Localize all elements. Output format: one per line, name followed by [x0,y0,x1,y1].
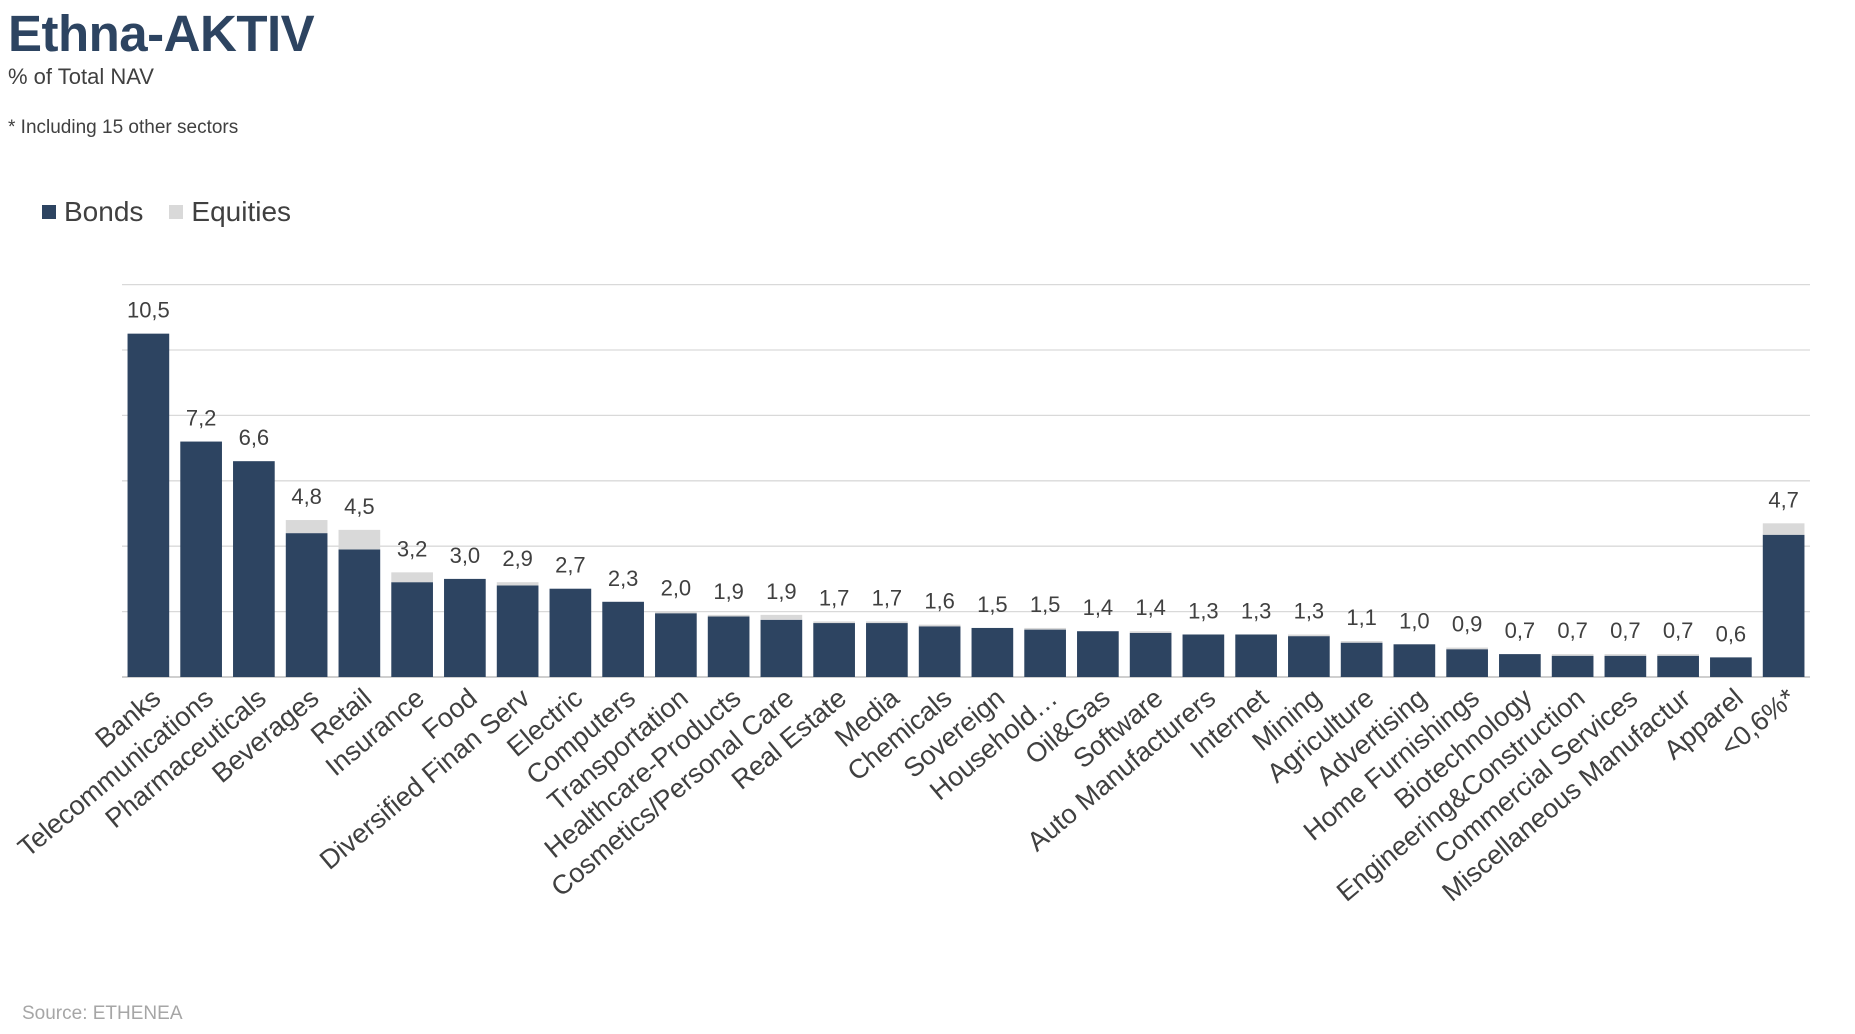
bar-bonds-22 [1288,636,1330,677]
bar-bonds-31 [1762,534,1805,677]
bar-bonds-9 [602,601,644,677]
legend-swatch-equities [169,205,184,219]
data-label-22: 1,3 [1294,598,1325,623]
bar-equities-15 [918,624,961,627]
bar-bonds-16 [971,627,1014,677]
bar-bonds-6 [444,578,486,677]
bar-equities-4 [338,529,381,550]
bar-equities-19 [1129,631,1172,633]
bar-equities-29 [1657,654,1699,656]
data-label-18: 1,4 [1083,595,1114,620]
data-label-25: 0,9 [1452,612,1483,637]
data-label-20: 1,3 [1188,598,1219,623]
bar-equities-13 [813,621,855,624]
bar-bonds-4 [338,549,381,677]
data-label-16: 1,5 [977,592,1008,617]
data-label-21: 1,3 [1241,598,1272,623]
source-note: Source: ETHENEA [22,1003,183,1024]
data-label-1: 7,2 [186,406,217,431]
bar-bonds-27 [1551,655,1594,677]
bar-bonds-20 [1182,634,1225,677]
data-label-12: 1,9 [766,579,797,604]
bar-bonds-25 [1446,649,1488,677]
bar-equities-14 [866,621,908,624]
bar-bonds-13 [813,623,855,677]
legend-swatch-bonds [42,205,56,219]
bar-equities-27 [1551,654,1594,656]
data-label-26: 0,7 [1505,618,1536,643]
data-label-17: 1,5 [1030,592,1061,617]
bar-equities-31 [1762,523,1805,535]
data-label-23: 1,1 [1346,605,1377,630]
chart-footnote: * Including 15 other sectors [8,117,239,138]
legend-label-bonds: Bonds [64,196,144,227]
data-label-15: 1,6 [924,589,955,614]
bar-bonds-23 [1340,642,1383,677]
bar-bonds-19 [1129,632,1172,677]
data-label-31: 4,7 [1768,487,1799,512]
bar-bonds-2 [233,461,275,677]
bar-bonds-0 [127,333,170,677]
data-label-10: 2,0 [661,576,692,601]
chart-legend: Bonds Equities [42,196,317,228]
bar-bonds-14 [866,623,908,677]
chart-title: Ethna-AKTIV [8,5,315,62]
legend-item-equities: Equities [169,196,291,228]
data-label-3: 4,8 [291,484,322,509]
bar-equities-22 [1288,634,1330,637]
bar-equities-17 [1024,627,1066,630]
bar-bonds-12 [760,619,803,677]
bar-bonds-18 [1077,631,1119,677]
bar-bonds-21 [1235,634,1277,677]
bar-equities-7 [496,582,539,586]
bar-equities-10 [655,611,697,614]
bar-equities-5 [391,572,433,583]
data-label-29: 0,7 [1663,618,1694,643]
data-label-11: 1,9 [713,579,744,604]
bar-bonds-29 [1657,655,1699,677]
chart-subtitle: % of Total NAV [8,64,154,89]
bar-bonds-3 [285,533,328,677]
data-label-4: 4,5 [344,494,375,519]
data-label-30: 0,6 [1716,621,1747,646]
bar-equities-23 [1340,641,1383,643]
data-label-19: 1,4 [1135,595,1166,620]
data-label-0: 10,5 [127,298,170,323]
bar-bonds-11 [707,616,750,677]
data-label-14: 1,7 [872,585,903,610]
bar-bonds-7 [496,585,539,677]
bar-bonds-24 [1393,644,1436,677]
data-label-27: 0,7 [1557,618,1588,643]
bar-equities-3 [285,520,328,534]
bar-equities-25 [1446,647,1488,650]
legend-label-equities: Equities [191,196,292,227]
data-label-2: 6,6 [239,425,270,450]
data-label-24: 1,0 [1399,608,1430,633]
bar-bonds-28 [1604,655,1647,677]
data-label-28: 0,7 [1610,618,1641,643]
bar-bonds-5 [391,582,433,677]
bar-bonds-15 [918,626,961,677]
bar-bonds-30 [1710,657,1752,677]
data-label-7: 2,9 [502,546,533,571]
bar-bonds-17 [1024,629,1066,677]
data-label-8: 2,7 [555,553,586,578]
data-label-6: 3,0 [450,543,481,568]
data-label-13: 1,7 [819,585,850,610]
bar-bonds-26 [1499,654,1541,677]
bar-bonds-10 [655,613,697,677]
bar-equities-12 [760,614,803,620]
bar-bonds-8 [549,588,592,677]
legend-item-bonds: Bonds [42,196,143,228]
data-label-9: 2,3 [608,566,639,591]
bar-equities-28 [1604,654,1647,656]
bar-equities-11 [707,614,750,617]
bar-bonds-1 [180,441,222,677]
data-label-5: 3,2 [397,536,428,561]
